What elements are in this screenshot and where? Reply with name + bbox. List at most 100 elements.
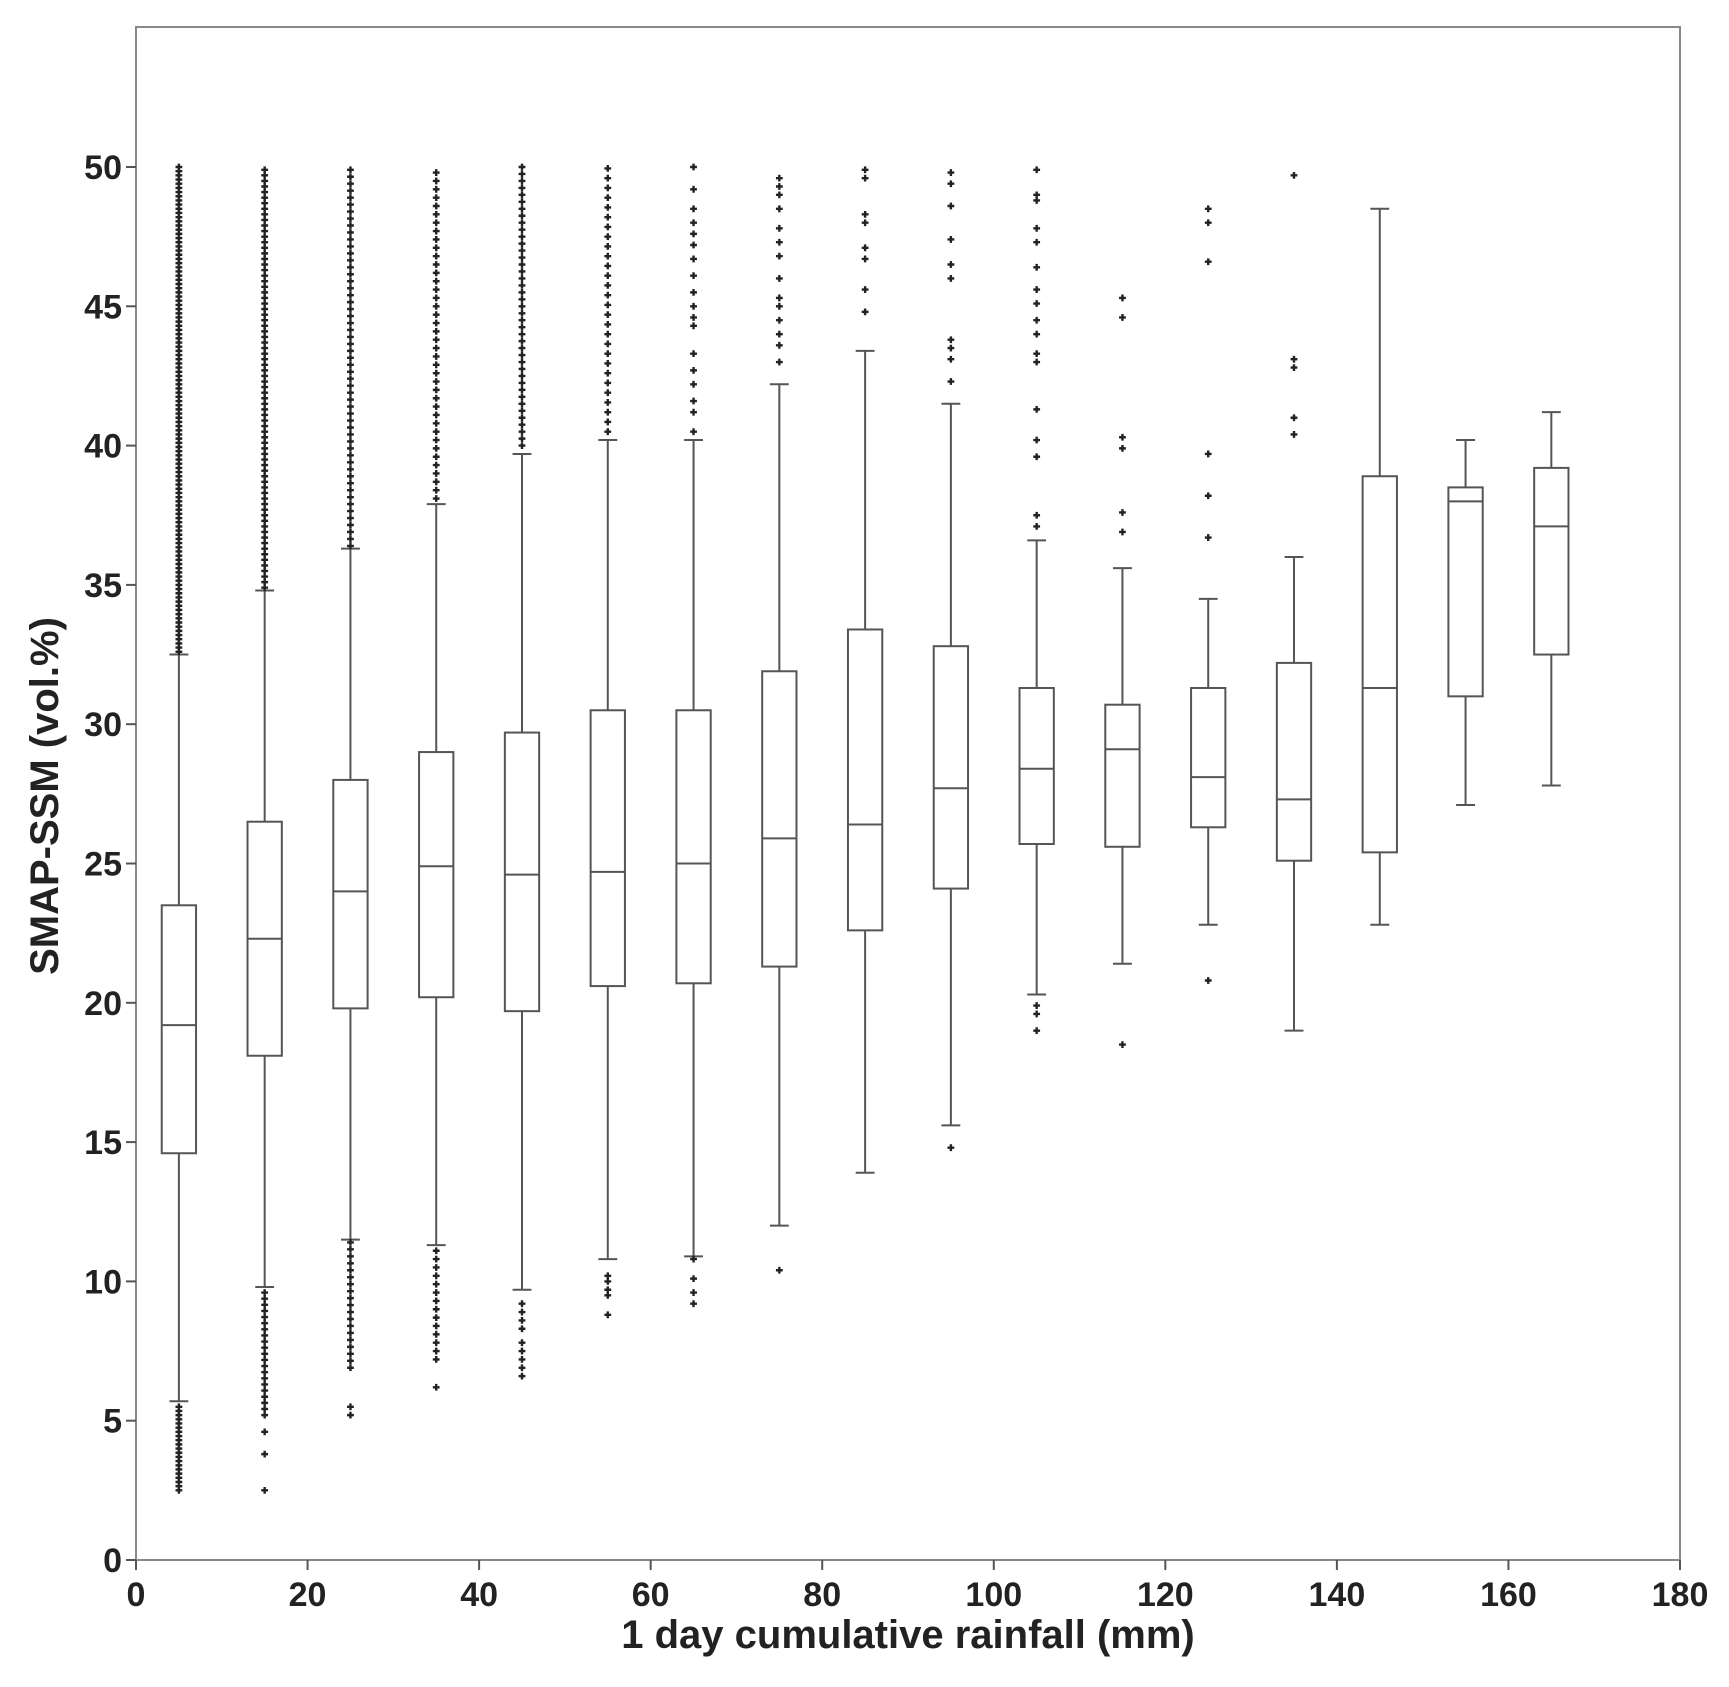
outlier-point	[347, 444, 354, 452]
outlier-point	[604, 223, 612, 231]
outlier-point	[690, 288, 697, 296]
outlier-point	[861, 244, 869, 252]
outlier-point	[604, 330, 612, 338]
box-iqr	[1275, 661, 1313, 862]
outlier-point	[347, 291, 354, 299]
outlier-point	[347, 173, 354, 181]
outlier-point	[775, 252, 783, 260]
outlier-point	[518, 407, 526, 415]
y-tick-label: 30	[84, 706, 122, 744]
outlier-point	[347, 1252, 354, 1260]
x-tick-label: 0	[127, 1576, 146, 1614]
outlier-point	[347, 1322, 354, 1330]
box-iqr	[932, 645, 970, 890]
outlier-point	[347, 201, 354, 209]
y-tick-label: 15	[84, 1124, 122, 1162]
outlier-point	[432, 1383, 440, 1391]
outlier-point	[261, 1344, 269, 1352]
outlier-point	[690, 366, 697, 374]
outlier-point	[775, 1266, 783, 1274]
box-iqr	[1361, 475, 1398, 854]
box-iqr	[846, 628, 884, 932]
outlier-point	[1119, 509, 1126, 516]
outlier-point	[432, 261, 440, 268]
outlier-point	[518, 1300, 526, 1308]
outlier-point	[1290, 414, 1298, 422]
outlier-point	[432, 210, 440, 218]
outlier-point	[347, 1259, 354, 1267]
outlier-point	[432, 1314, 440, 1322]
outlier-point	[518, 414, 526, 422]
outlier-point	[1033, 238, 1041, 246]
outlier-point	[1033, 224, 1041, 232]
outlier-point	[432, 219, 440, 227]
outlier-point	[947, 355, 955, 363]
outlier-point	[432, 302, 440, 310]
outlier-point	[690, 1255, 697, 1263]
outlier-point	[1033, 350, 1041, 358]
outlier-point	[947, 202, 955, 210]
outlier-point	[604, 184, 612, 192]
outlier-point	[432, 252, 440, 260]
outlier-point	[1119, 314, 1126, 321]
outlier-point	[518, 428, 526, 436]
outlier-point	[432, 486, 440, 494]
outlier-point	[690, 350, 697, 358]
outlier-point	[690, 185, 697, 193]
outlier-point	[1033, 263, 1041, 271]
box-iqr	[332, 778, 369, 1010]
outlier-point	[432, 194, 440, 202]
outlier-point	[347, 305, 354, 313]
box-iqr	[589, 709, 626, 988]
box-iqr	[418, 751, 455, 999]
outlier-point	[518, 372, 526, 380]
outlier-point	[1204, 492, 1212, 500]
outlier-point	[347, 451, 354, 459]
outlier-point	[432, 353, 440, 360]
outlier-point	[775, 191, 783, 199]
outlier-point	[347, 1350, 354, 1358]
outlier-point	[518, 247, 526, 254]
outlier-point	[690, 314, 697, 321]
outlier-point	[518, 421, 526, 429]
outlier-point	[1033, 511, 1041, 519]
outlier-point	[1119, 528, 1126, 536]
outlier-point	[861, 308, 869, 316]
box-group	[1190, 597, 1227, 926]
outlier-point	[604, 213, 612, 221]
outlier-point	[690, 219, 697, 227]
outlier-point	[347, 284, 354, 292]
outlier-point	[775, 224, 783, 232]
outlier-point	[518, 184, 526, 192]
outlier-point	[432, 344, 440, 352]
outlier-point	[347, 319, 354, 327]
outlier-point	[175, 1403, 183, 1411]
outlier-point	[604, 350, 612, 358]
outlier-point	[604, 360, 612, 367]
outlier-point	[432, 495, 440, 502]
outlier-point	[690, 1300, 697, 1308]
outlier-point	[432, 1247, 440, 1255]
outlier-point	[347, 396, 354, 404]
outlier-point	[347, 382, 354, 390]
outlier-point	[347, 229, 354, 236]
box-group	[332, 547, 369, 1241]
outlier-point	[861, 255, 869, 263]
box-group	[1361, 207, 1398, 926]
box-group	[1104, 567, 1141, 965]
outlier-point	[347, 424, 354, 431]
box-iqr	[1018, 686, 1055, 845]
outlier-point	[347, 486, 354, 494]
y-tick-label: 45	[84, 288, 122, 326]
outlier-point	[347, 542, 354, 550]
outlier-point	[518, 1339, 526, 1347]
outlier-point	[518, 344, 526, 352]
outlier-point	[432, 394, 440, 402]
outlier-point	[861, 166, 869, 174]
outlier-point	[947, 336, 955, 344]
outlier-point	[604, 389, 612, 397]
outlier-point	[347, 410, 354, 417]
outlier-point	[432, 411, 440, 419]
outlier-point	[347, 243, 354, 250]
